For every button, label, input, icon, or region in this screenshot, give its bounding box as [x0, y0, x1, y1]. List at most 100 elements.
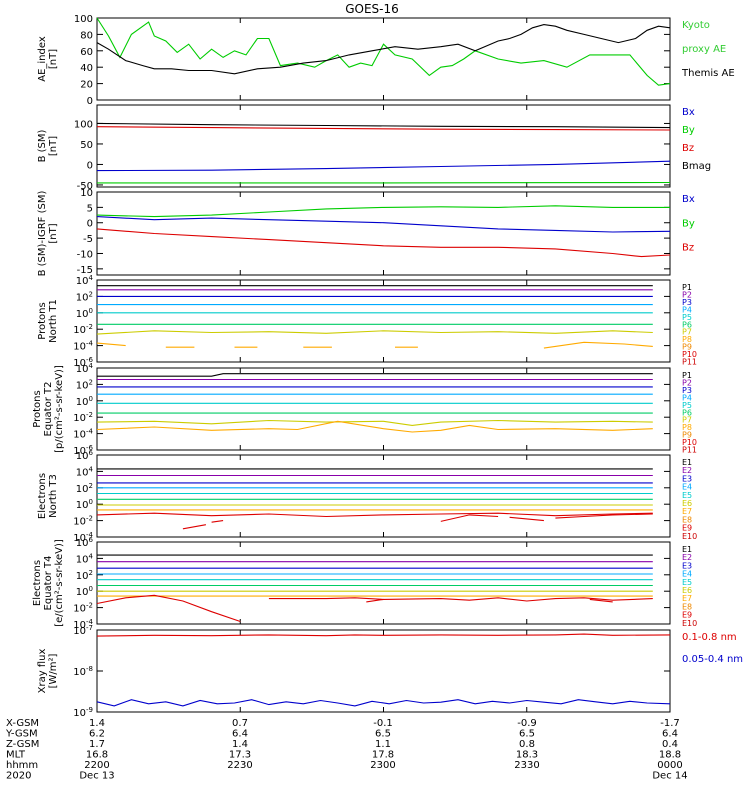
series-P7	[96, 419, 653, 426]
footer-value: 6.4	[232, 729, 248, 740]
panel-frame	[96, 191, 671, 276]
y-tick-exponent: 2	[89, 569, 93, 577]
legend-entry: P1	[682, 283, 692, 292]
footer-value: 0.7	[232, 718, 248, 729]
footer-value: 0.4	[662, 739, 678, 750]
series-Bx	[96, 216, 671, 233]
legend-entry: E1	[682, 545, 692, 554]
footer-value: 18.3	[516, 750, 538, 761]
footer-value: Dec 14	[652, 771, 687, 782]
legend-entry: P3	[682, 298, 692, 307]
legend-entry: P6	[682, 408, 692, 417]
series-E9b	[268, 597, 653, 602]
footer-row-label: X-GSM	[6, 718, 39, 729]
y-tick-label: 102	[76, 378, 93, 391]
y-tick-label: -5	[83, 234, 93, 245]
y-axis-label: Electrons	[37, 473, 48, 519]
series-E10a	[366, 598, 384, 603]
y-axis-label: Equator T4	[43, 556, 54, 611]
plot-title: GOES-16	[345, 2, 399, 16]
legend-entry: Bx	[682, 194, 695, 205]
y-tick-label: 102	[76, 569, 93, 582]
series-E10b	[589, 598, 613, 603]
legend-entry: P11	[682, 446, 697, 455]
legend-entry: P7	[682, 416, 692, 425]
legend-entry: E7	[682, 594, 692, 603]
series-Bmag	[96, 122, 671, 129]
y-tick-label: 100	[76, 585, 93, 598]
y-axis-label: North T1	[48, 299, 59, 343]
series-Bz	[96, 228, 671, 258]
y-tick-label: 106	[76, 536, 94, 549]
legend-entry: P1	[682, 371, 692, 380]
series-E10a	[182, 524, 206, 530]
y-tick-label: 10-2	[73, 602, 93, 615]
y-tick-label: 0	[87, 160, 93, 171]
legend-entry: E5	[682, 578, 692, 587]
legend-entry: E2	[682, 466, 692, 475]
footer-value: 2230	[227, 760, 252, 771]
legend-entry: E4	[682, 570, 692, 579]
panel-frame	[96, 454, 671, 538]
y-tick-label: 10-2	[73, 515, 93, 528]
y-tick-label: 100	[76, 395, 93, 408]
y-axis-label: [nT]	[48, 136, 59, 156]
legend-entry: P3	[682, 386, 692, 395]
series-0.05-0.4 nm	[96, 699, 671, 707]
footer-value: 0.8	[519, 739, 535, 750]
y-tick-label: 0	[87, 96, 93, 107]
y-tick-exponent: 4	[89, 465, 94, 473]
legend-entry: E9	[682, 611, 692, 620]
y-tick-exponent: 2	[89, 378, 93, 386]
legend-entry: E2	[682, 553, 692, 562]
y-tick-label: 102	[76, 482, 93, 495]
footer-value: 16.8	[86, 750, 108, 761]
panel-frame	[96, 629, 671, 713]
legend-entry: P11	[682, 358, 697, 367]
y-axis-label: B (SM)-IGRF (SM)	[37, 191, 48, 277]
y-tick-label: 10-7	[73, 624, 93, 637]
series-E10d	[509, 516, 544, 522]
y-tick-exponent: -2	[86, 323, 93, 331]
legend-entry: E9	[682, 524, 692, 533]
legend-entry: E1	[682, 458, 692, 467]
y-tick-exponent: -2	[86, 515, 93, 523]
legend-entry: 0.1-0.8 nm	[682, 632, 737, 643]
panel-1: 0 20 40 60 80 100 AE_index [nT] Kyoto proxy AE The…	[37, 14, 735, 107]
y-tick-exponent: 0	[89, 498, 93, 506]
y-tick-label: 10-2	[73, 323, 93, 336]
y-tick-label: 10-8	[73, 665, 93, 678]
series-P8	[96, 342, 126, 347]
footer-value: 1.4	[89, 718, 105, 729]
legend-entry: P10	[682, 350, 697, 359]
footer-axis-table: X-GSM 1.4 0.7 -0.1 -0.9 -1.7 Y-GSM 6.2 6.4 6.5 6.5…	[5, 718, 688, 782]
legend-entry: P6	[682, 320, 692, 329]
legend-entry: P4	[682, 393, 692, 402]
series-Bz	[96, 126, 671, 131]
y-tick-exponent: 6	[89, 449, 94, 457]
y-axis-label: [nT]	[48, 223, 59, 243]
legend-entry: P2	[682, 378, 692, 387]
legend-entry: E10	[682, 619, 697, 628]
panel-frame	[96, 104, 671, 188]
y-axis-label: [nT]	[48, 49, 59, 69]
y-axis-label: Electrons	[32, 560, 43, 606]
legend-entry: E5	[682, 491, 692, 500]
y-tick-label: 106	[76, 449, 94, 462]
y-tick-exponent: -8	[86, 665, 93, 673]
legend-entry: E7	[682, 507, 692, 516]
panel-2: -50 0 50 100 B (SM) [nT] Bx By Bz Bmag	[37, 104, 711, 192]
y-tick-label: 100	[76, 307, 93, 320]
y-axis-label: AE_index	[37, 36, 48, 82]
y-tick-label: 100	[76, 498, 93, 511]
panel-frame	[96, 279, 671, 363]
y-axis-label: Protons	[32, 390, 43, 427]
footer-value: 2330	[514, 760, 539, 771]
y-tick-exponent: -6	[86, 444, 94, 452]
y-tick-label: 40	[80, 63, 93, 74]
y-tick-exponent: -9	[86, 706, 93, 714]
y-tick-label: 104	[76, 362, 94, 375]
